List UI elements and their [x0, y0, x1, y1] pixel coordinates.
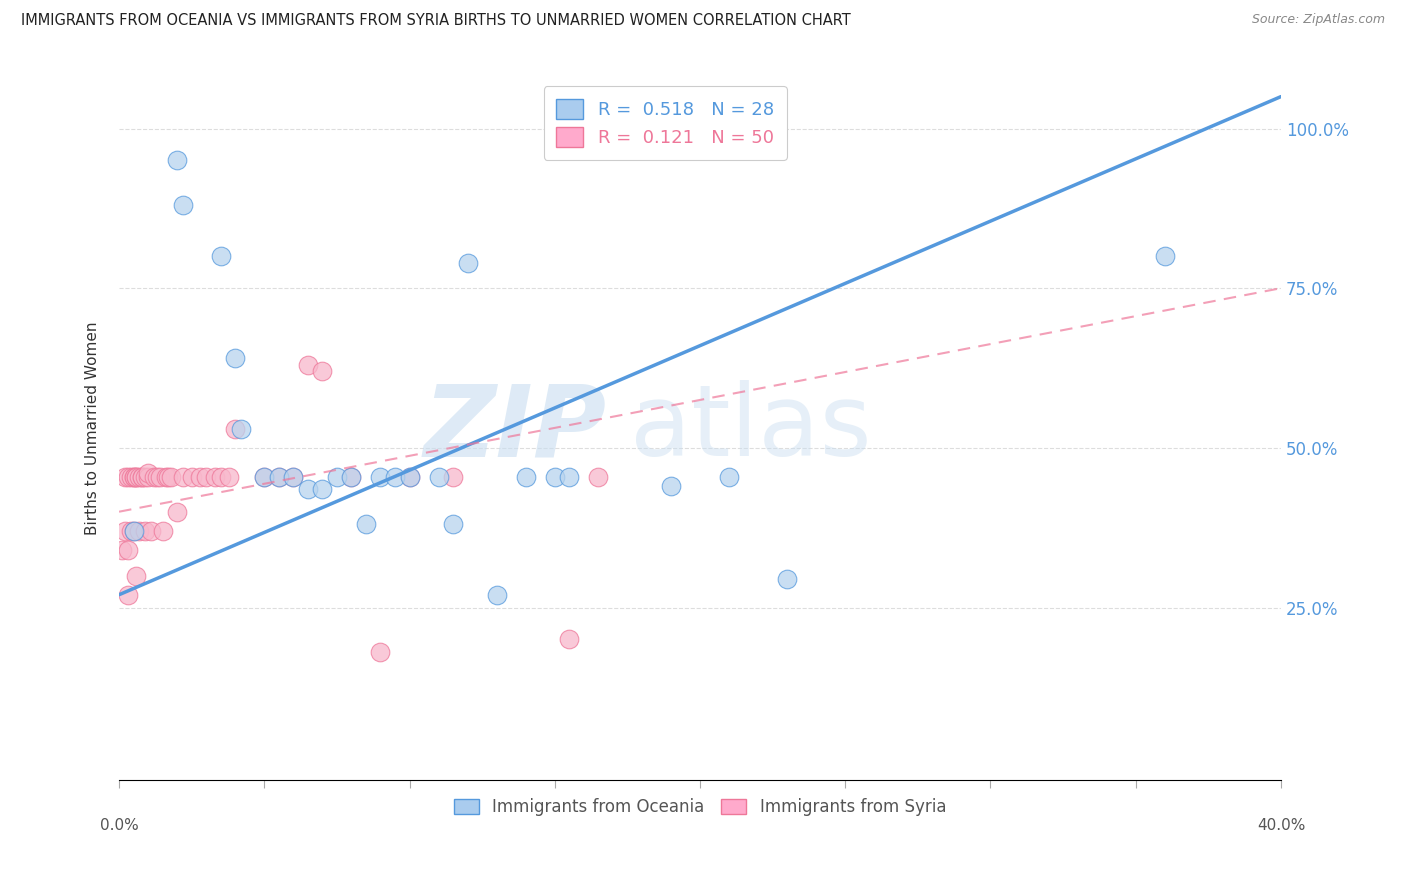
Point — [131, 469, 153, 483]
Point — [149, 469, 172, 483]
Point — [190, 469, 212, 483]
Point — [253, 469, 276, 483]
Point — [125, 568, 148, 582]
Point — [370, 469, 392, 483]
Point — [195, 469, 218, 483]
Point — [166, 505, 188, 519]
Point — [340, 469, 363, 483]
Point — [370, 645, 392, 659]
Point — [218, 469, 240, 483]
Point — [209, 249, 232, 263]
Point — [172, 469, 194, 483]
Point — [776, 572, 799, 586]
Point — [125, 469, 148, 483]
Point — [441, 469, 464, 483]
Text: Source: ZipAtlas.com: Source: ZipAtlas.com — [1251, 13, 1385, 27]
Point — [558, 632, 581, 647]
Point — [134, 469, 156, 483]
Point — [267, 469, 290, 483]
Point — [160, 469, 183, 483]
Point — [114, 524, 136, 538]
Point — [267, 469, 290, 483]
Point — [172, 198, 194, 212]
Point — [354, 517, 377, 532]
Point — [340, 469, 363, 483]
Point — [297, 358, 319, 372]
Point — [134, 524, 156, 538]
Point — [224, 422, 246, 436]
Text: IMMIGRANTS FROM OCEANIA VS IMMIGRANTS FROM SYRIA BIRTHS TO UNMARRIED WOMEN CORRE: IMMIGRANTS FROM OCEANIA VS IMMIGRANTS FR… — [21, 13, 851, 29]
Point — [384, 469, 406, 483]
Point — [117, 469, 139, 483]
Point — [253, 469, 276, 483]
Point — [297, 483, 319, 497]
Point — [122, 469, 145, 483]
Point — [128, 524, 150, 538]
Point — [326, 469, 349, 483]
Point — [283, 469, 305, 483]
Point — [117, 588, 139, 602]
Point — [114, 469, 136, 483]
Point — [122, 524, 145, 538]
Point — [180, 469, 202, 483]
Point — [128, 469, 150, 483]
Point — [120, 469, 142, 483]
Point — [1153, 249, 1175, 263]
Point — [122, 524, 145, 538]
Point — [441, 517, 464, 532]
Point — [398, 469, 420, 483]
Point — [125, 469, 148, 483]
Point — [157, 469, 180, 483]
Point — [457, 255, 479, 269]
Point — [224, 351, 246, 366]
Point — [283, 469, 305, 483]
Point — [229, 422, 252, 436]
Point — [136, 469, 159, 483]
Y-axis label: Births to Unmarried Women: Births to Unmarried Women — [86, 322, 100, 535]
Point — [558, 469, 581, 483]
Point — [718, 469, 741, 483]
Point — [152, 524, 174, 538]
Point — [485, 588, 508, 602]
Text: ZIP: ZIP — [425, 380, 607, 477]
Point — [515, 469, 537, 483]
Point — [398, 469, 420, 483]
Point — [122, 469, 145, 483]
Point — [311, 364, 333, 378]
Text: 0.0%: 0.0% — [100, 818, 138, 833]
Point — [659, 479, 682, 493]
Point — [427, 469, 450, 483]
Point — [204, 469, 226, 483]
Point — [120, 524, 142, 538]
Point — [311, 483, 333, 497]
Point — [155, 469, 177, 483]
Point — [142, 469, 165, 483]
Legend: R =  0.518   N = 28, R =  0.121   N = 50: R = 0.518 N = 28, R = 0.121 N = 50 — [544, 87, 786, 160]
Point — [139, 524, 162, 538]
Point — [131, 469, 153, 483]
Point — [209, 469, 232, 483]
Point — [588, 469, 610, 483]
Point — [111, 543, 134, 558]
Text: atlas: atlas — [630, 380, 872, 477]
Point — [146, 469, 169, 483]
Text: 40.0%: 40.0% — [1257, 818, 1305, 833]
Point — [166, 153, 188, 168]
Point — [117, 543, 139, 558]
Point — [136, 467, 159, 481]
Point — [544, 469, 567, 483]
